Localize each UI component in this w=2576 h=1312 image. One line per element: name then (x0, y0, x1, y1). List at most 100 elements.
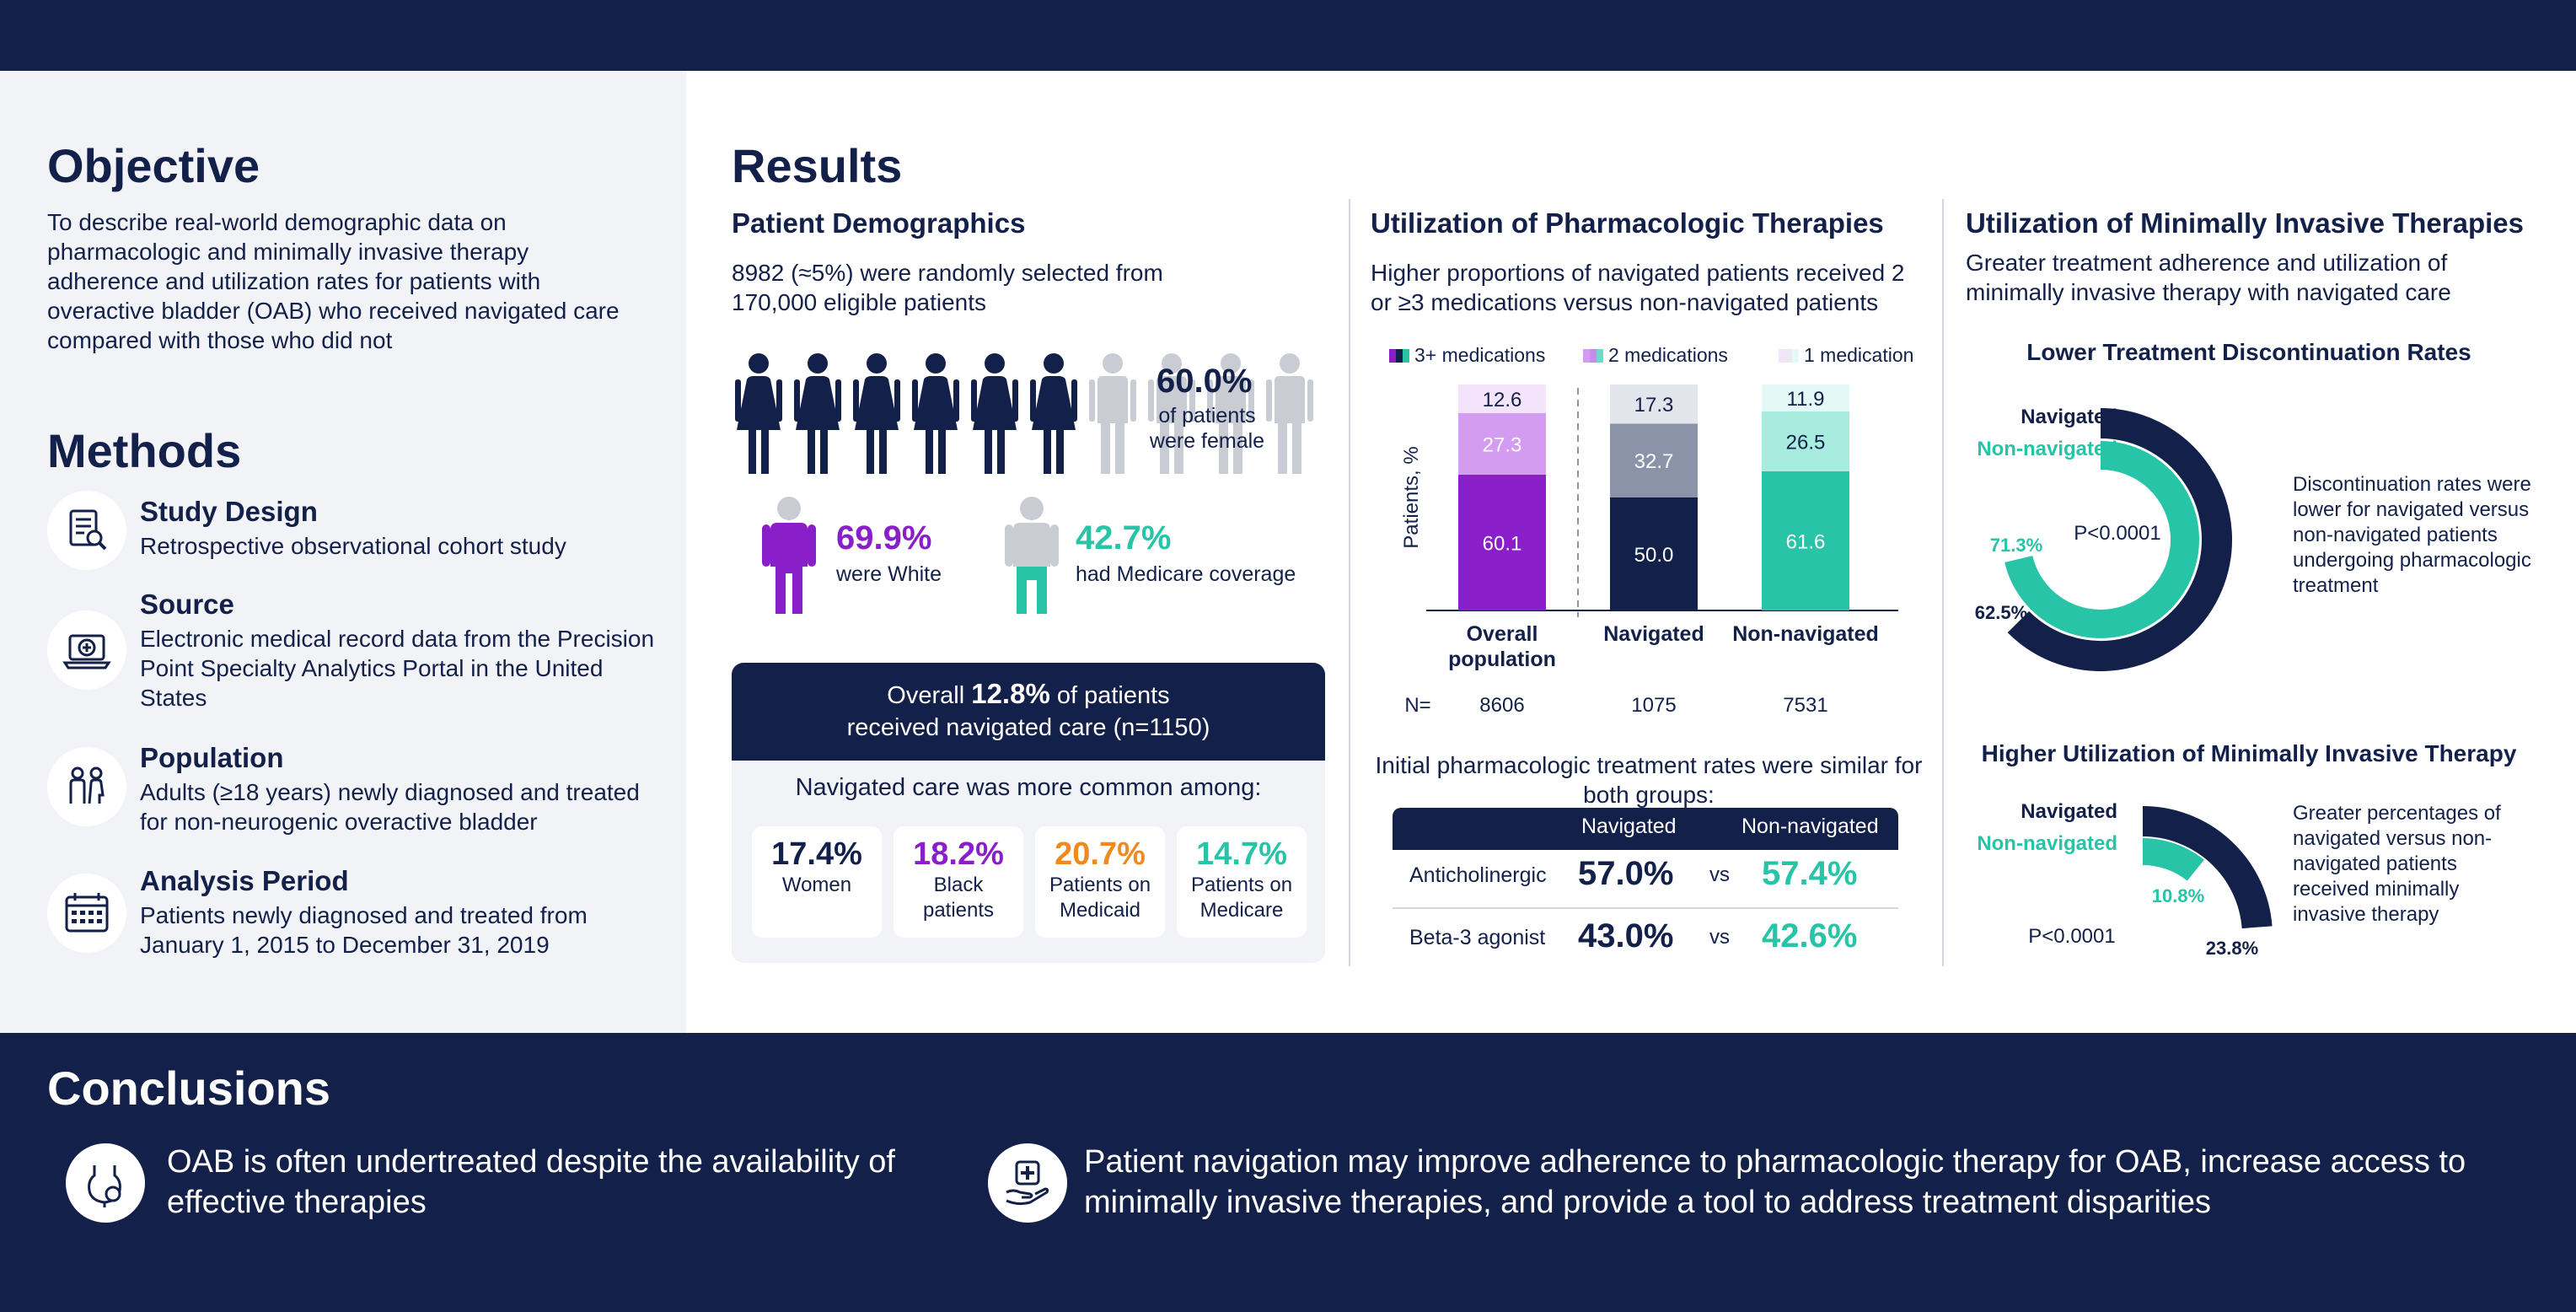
female-icon-filled (853, 353, 900, 474)
row-anticholinergic-non-navigated: 57.4% (1762, 855, 1858, 892)
discontinuation-radial-chart: Navigated Non-navigated 71.3% 62.5% P<0.0001 (1975, 406, 2232, 671)
demographics-intro: 8982 (≈5%) were randomly selected from 1… (732, 260, 1163, 315)
bar-segment (1610, 384, 1698, 424)
laptop-medical-icon (47, 610, 126, 690)
document-search-icon (47, 491, 126, 570)
overall-suffix: of patients (1056, 682, 1170, 709)
bar-segment (1762, 470, 1849, 610)
table-header-non-navigated: Non-navigated (1741, 815, 1879, 838)
white-pct: 69.9% (836, 519, 932, 557)
initial-rates-title: Initial pharmacologic treatment rates we… (1375, 752, 1923, 808)
value-label-non-navigated: 71.3% (1990, 535, 2042, 556)
people-icon (47, 747, 126, 826)
female-pct: 60.0% (1157, 363, 1253, 400)
p-value-label: P<0.0001 (2074, 522, 2160, 545)
mit-intro: Greater treatment adherence and utilizat… (1966, 250, 2451, 305)
card-medicare-label: Patients on Medicare (1190, 874, 1293, 922)
female-icon-filled (1030, 353, 1077, 474)
female-icon-row (732, 352, 1322, 476)
card-women: 17.4% Women (752, 826, 882, 938)
legend-item: 2 medications (1583, 344, 1728, 366)
series-label-non-navigated: Non-navigated (1977, 438, 2117, 460)
overall-pct: 12.8% (971, 678, 1050, 709)
bar-value-label: 12.6 (1483, 389, 1522, 411)
common-among-title: Navigated care was more common among: (795, 774, 1262, 801)
overall-navigated-banner: Overall 12.8% of patients received navig… (732, 663, 1325, 761)
analysis-period-text: Patients newly diagnosed and treated fro… (140, 902, 588, 958)
card-black: 18.2% Black patients (894, 826, 1023, 938)
results-title: Results (732, 139, 903, 192)
bar-segment (1458, 412, 1546, 475)
category-label: Non-navigated (1732, 622, 1879, 646)
legend-label: 3+ medications (1414, 344, 1545, 366)
bar-value-label: 27.3 (1483, 433, 1522, 456)
disc-title: Lower Treatment Discontinuation Rates (2026, 339, 2471, 365)
analysis-period-title: Analysis Period (140, 865, 349, 896)
bar-value-label: 11.9 (1787, 388, 1825, 411)
demographics-title: Patient Demographics (732, 207, 1026, 239)
female-label: of patients were female (1149, 404, 1265, 453)
series-label-non-navigated: Non-navigated (1977, 832, 2117, 855)
female-icon-empty (1148, 353, 1195, 474)
y-axis-label: Patients, % (1400, 446, 1423, 548)
bar-value-label: 26.5 (1786, 431, 1826, 454)
bar-value-label: 32.7 (1634, 450, 1674, 473)
card-women-value: 17.4% (771, 836, 862, 872)
bar-segment (1762, 411, 1849, 471)
medicare-label: had Medicare coverage (1076, 562, 1296, 586)
bar-value-label: 50.0 (1634, 544, 1674, 567)
card-medicaid: 20.7% Patients on Medicaid (1035, 826, 1165, 938)
row-anticholinergic-navigated: 57.0% (1578, 855, 1674, 892)
row-beta3-vs: vs (1709, 926, 1730, 949)
card-medicaid-value: 20.7% (1055, 836, 1146, 872)
person-purple-icon (757, 496, 821, 618)
bar-segment (1458, 384, 1546, 413)
methods-title: Methods (47, 424, 242, 477)
card-women-label: Women (781, 874, 852, 896)
row-anticholinergic-label: Anticholinergic (1409, 863, 1547, 887)
n-label: N= (1404, 694, 1430, 717)
conclusions-banner (0, 1033, 2576, 1312)
util-title: Higher Utilization of Minimally Invasive… (1981, 740, 2517, 766)
bar-segment (1458, 474, 1546, 610)
series-label-navigated: Navigated (2021, 406, 2117, 428)
legend-label: 2 medications (1608, 344, 1728, 366)
bar-segment (1610, 423, 1698, 497)
radial-arc (2142, 806, 2273, 929)
card-medicaid-label: Patients on Medicaid (1049, 874, 1151, 922)
row-beta3-non-navigated: 42.6% (1762, 917, 1858, 954)
bar-segment (1762, 384, 1849, 411)
legend-item: 1 medication (1779, 344, 1913, 366)
conclusion-2-text: Patient navigation may improve adherence… (1084, 1144, 2466, 1220)
white-label: were White (836, 562, 942, 586)
category-label: Navigated (1603, 622, 1704, 646)
value-label-navigated: 62.5% (1975, 602, 2027, 623)
objective-title: Objective (47, 139, 260, 192)
radial-arc (2142, 838, 2204, 881)
conclusions-title: Conclusions (47, 1062, 331, 1115)
table-row-divider (1393, 907, 1898, 909)
conclusion-1-text: OAB is often undertreated despite the av… (167, 1144, 895, 1220)
bar-value-label: 17.3 (1634, 394, 1674, 417)
population-text: Adults (≥18 years) newly diagnosed and t… (140, 779, 640, 835)
female-icon-filled (735, 353, 782, 474)
card-medicare: 14.7% Patients on Medicare (1177, 826, 1307, 938)
value-label-navigated: 23.8% (2206, 938, 2258, 959)
calendar-icon (47, 874, 126, 953)
study-design-text: Retrospective observational cohort study (140, 533, 566, 559)
bladder-icon (66, 1143, 145, 1223)
top-banner (0, 0, 2576, 71)
row-beta3-label: Beta-3 agonist (1409, 926, 1546, 949)
row-beta3-navigated: 43.0% (1578, 917, 1674, 954)
bar-value-label: 61.6 (1786, 530, 1826, 553)
person-teal-icon (1000, 496, 1064, 618)
util-note: Greater percentages of navigated versus … (2293, 802, 2501, 926)
category-label: population (1448, 648, 1556, 671)
female-icon-empty (1089, 353, 1136, 474)
stacked-bar-chart: 3+ medications 2 medications 1 medication P… (1389, 344, 1913, 717)
column-divider (1942, 199, 1944, 966)
disc-note: Discontinuation rates were lower for nav… (2293, 473, 2531, 597)
overall-line2: received navigated care (n=1150) (846, 714, 1210, 741)
n-value-label: 7531 (1783, 694, 1827, 717)
n-value-label: 1075 (1631, 694, 1676, 717)
